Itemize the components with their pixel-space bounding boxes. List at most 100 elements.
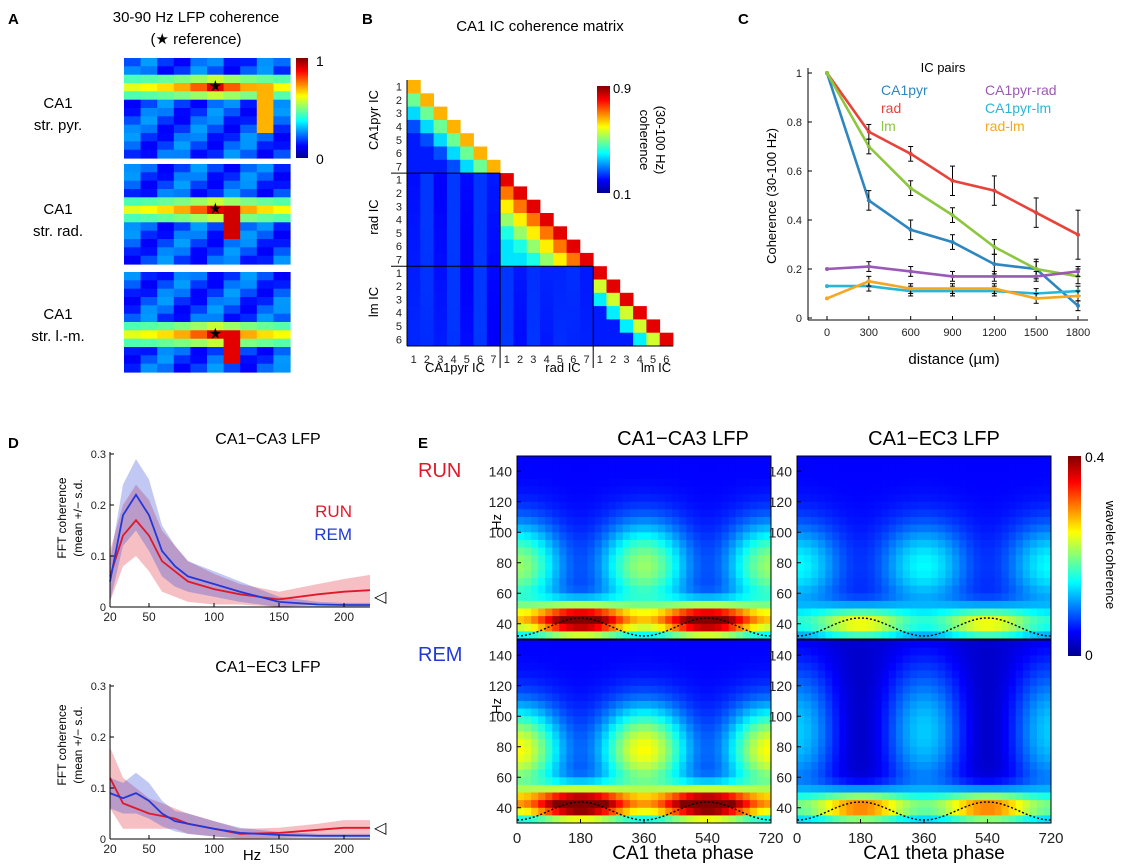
heatmap-cell <box>173 116 191 126</box>
wavelet-cell <box>517 762 525 771</box>
x-tick-label: 1500 <box>1024 327 1048 339</box>
wavelet-cell <box>749 608 758 617</box>
wavelet-cell <box>552 517 560 526</box>
wavelet-cell <box>552 486 560 495</box>
wavelet-cell <box>608 662 617 671</box>
wavelet-cell <box>756 777 765 786</box>
wavelet-cell <box>714 494 723 503</box>
wavelet-cell <box>644 746 652 755</box>
wavelet-cell <box>924 746 932 755</box>
wavelet-cell <box>580 631 589 640</box>
heatmap-cell <box>173 363 191 373</box>
wavelet-cell <box>629 517 638 526</box>
matrix-cell <box>407 279 421 294</box>
wavelet-cell <box>895 800 904 809</box>
wavelet-cell <box>658 716 666 725</box>
wavelet-cell <box>552 716 560 725</box>
wavelet-cell <box>846 517 854 526</box>
wavelet-cell <box>909 754 918 763</box>
matrix-cell <box>420 226 434 240</box>
wavelet-cell <box>1043 578 1052 587</box>
wavelet-cell <box>966 539 974 548</box>
wavelet-cell <box>622 640 631 649</box>
wavelet-cell <box>658 532 666 541</box>
wavelet-cell <box>672 792 680 801</box>
wavelet-cell <box>707 693 716 702</box>
heatmap-cell <box>207 255 225 265</box>
matrix-cell <box>486 266 501 280</box>
wavelet-cell <box>959 693 967 702</box>
heatmap-cell <box>140 197 158 207</box>
wavelet-cell <box>735 777 744 786</box>
wavelet-cell <box>797 524 805 533</box>
wavelet-cell <box>1022 631 1031 640</box>
heatmap-cell <box>140 272 158 281</box>
wavelet-cell <box>651 600 659 609</box>
wavelet-cell <box>811 486 819 495</box>
wavelet-cell <box>658 456 666 465</box>
wavelet-cell <box>700 815 708 824</box>
wavelet-cell <box>658 792 666 801</box>
wavelet-cell <box>1001 501 1010 510</box>
heatmap-cell <box>207 180 225 190</box>
wavelet-cell <box>587 608 596 617</box>
wavelet-cell <box>959 631 967 640</box>
heatmap-cell <box>190 91 208 101</box>
wavelet-cell <box>615 570 624 579</box>
wavelet-cell <box>756 762 765 771</box>
wavelet-cell <box>629 524 638 533</box>
matrix-cell <box>407 186 421 201</box>
matrix-cell <box>526 332 541 347</box>
heatmap-cell <box>256 305 274 315</box>
matrix-cell <box>500 226 514 240</box>
wavelet-cell <box>524 547 532 556</box>
wavelet-cell <box>1043 647 1052 656</box>
wavelet-cell <box>651 815 659 824</box>
wavelet-cell <box>629 463 638 472</box>
wavelet-cell <box>538 685 546 694</box>
wavelet-cell <box>881 570 890 579</box>
wavelet-cell <box>902 769 911 778</box>
wavelet-cell <box>1015 532 1024 541</box>
wavelet-cell <box>594 769 603 778</box>
wavelet-cell <box>531 570 539 579</box>
wavelet-cell <box>853 815 861 824</box>
tick-label: 7 <box>490 354 496 366</box>
wavelet-cell <box>952 578 960 587</box>
wavelet-cell <box>1036 616 1045 625</box>
wavelet-cell <box>644 501 652 510</box>
wavelet-cell <box>931 494 939 503</box>
matrix-cell <box>540 213 554 227</box>
wavelet-cell <box>679 486 687 495</box>
wavelet-cell <box>909 547 918 556</box>
heatmap-cell <box>240 66 258 76</box>
wavelet-cell <box>587 708 596 717</box>
y-tick-label: 0 <box>100 834 106 846</box>
wavelet-cell <box>573 509 581 518</box>
wavelet-cell <box>853 647 861 656</box>
wavelet-cell <box>594 562 603 571</box>
wavelet-cell <box>1015 800 1024 809</box>
wavelet-cell <box>1036 701 1045 710</box>
y-tick-label: 0.1 <box>91 551 106 563</box>
wavelet-cell <box>945 655 953 664</box>
wavelet-cell <box>608 608 617 617</box>
wavelet-cell <box>658 570 666 579</box>
heatmap-cell <box>207 338 225 348</box>
wavelet-cell <box>1029 501 1038 510</box>
panel-a-title-line1: 30-90 Hz LFP coherence <box>113 9 280 26</box>
wavelet-cell <box>818 578 826 587</box>
heatmap-cell <box>157 247 175 257</box>
wavelet-cell <box>916 716 925 725</box>
heatmap-cell <box>124 272 142 281</box>
wavelet-cell <box>721 792 730 801</box>
wavelet-cell <box>825 815 833 824</box>
y-tick-label: 0.3 <box>91 449 106 461</box>
wavelet-cell <box>749 616 758 625</box>
wavelet-cell <box>679 647 687 656</box>
wavelet-cell <box>839 600 847 609</box>
wavelet-cell <box>552 585 560 594</box>
wavelet-cell <box>1008 539 1017 548</box>
wavelet-cell <box>1015 685 1024 694</box>
heatmap-cell <box>157 230 175 240</box>
